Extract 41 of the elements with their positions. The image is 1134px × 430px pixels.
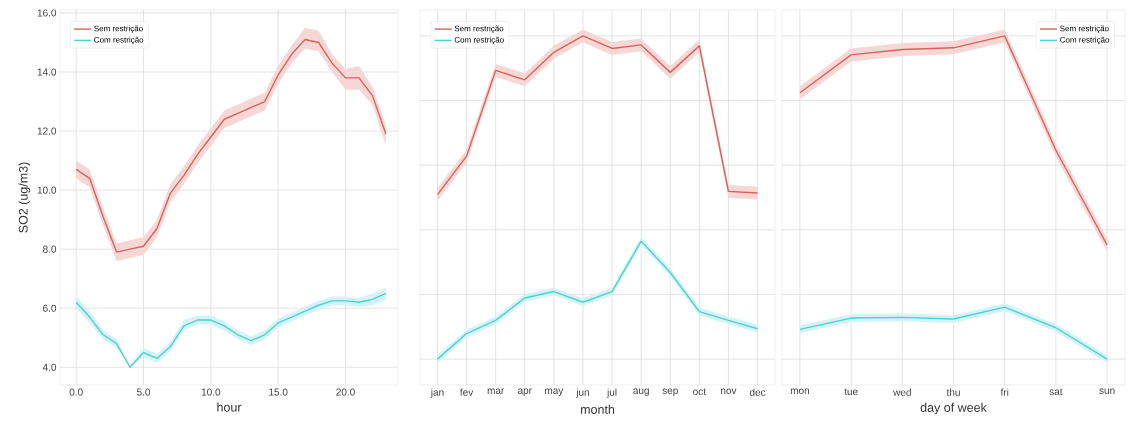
x-tick-label: fri xyxy=(1000,388,1009,396)
legend-label: Sem restrição xyxy=(454,25,504,33)
x-tick-label: nov xyxy=(721,388,737,394)
x-tick-label: sun xyxy=(1099,388,1115,394)
x-tick-label: tue xyxy=(844,388,858,396)
x-tick-label: wed xyxy=(893,388,911,396)
legend-label: Com restrição xyxy=(1060,36,1110,45)
x-tick-label: 5.0 xyxy=(136,388,151,396)
x-tick-label: fev xyxy=(460,388,474,396)
x-tick-label: apr xyxy=(517,388,532,396)
x-axis-title: month xyxy=(580,404,615,414)
legend-label: Com restrição xyxy=(94,36,144,45)
legend-label: Com restrição xyxy=(454,36,504,45)
x-tick-label: sep xyxy=(662,388,678,396)
x-tick-label: thu xyxy=(946,388,960,396)
y-tick-label: 12.0 xyxy=(37,127,57,135)
y-tick-label: 6.0 xyxy=(43,304,57,312)
y-tick-label: 16.0 xyxy=(37,9,57,17)
x-tick-label: jan xyxy=(430,388,444,398)
x-tick-label: oct xyxy=(693,388,706,396)
x-tick-label: mar xyxy=(487,388,505,394)
x-tick-label: 20.0 xyxy=(336,388,355,396)
y-tick-label: 4.0 xyxy=(42,363,57,371)
x-axis-title: day of week xyxy=(920,402,987,415)
x-tick-label: jun xyxy=(576,388,589,398)
x-tick-label: 15.0 xyxy=(269,388,288,396)
x-tick-label: dec xyxy=(749,388,766,396)
x-tick-label: sat xyxy=(1049,388,1063,396)
x-tick-label: 10.0 xyxy=(201,388,221,396)
y-tick-label: 14.0 xyxy=(37,68,57,76)
y-axis-title: SO2 (ug/m3) xyxy=(18,162,31,233)
x-tick-label: mon xyxy=(790,388,809,394)
x-axis-title: hour xyxy=(217,402,242,412)
y-tick-label: 8.0 xyxy=(43,245,57,253)
x-tick-label: aug xyxy=(633,388,649,396)
legend-label: Sem restrição xyxy=(1060,25,1109,33)
x-tick-label: may xyxy=(545,388,564,396)
y-tick-label: 10.0 xyxy=(37,186,57,194)
x-tick-label: jul xyxy=(606,388,617,398)
legend-label: Sem restrição xyxy=(94,25,143,33)
x-tick-label: 0.0 xyxy=(69,388,83,396)
